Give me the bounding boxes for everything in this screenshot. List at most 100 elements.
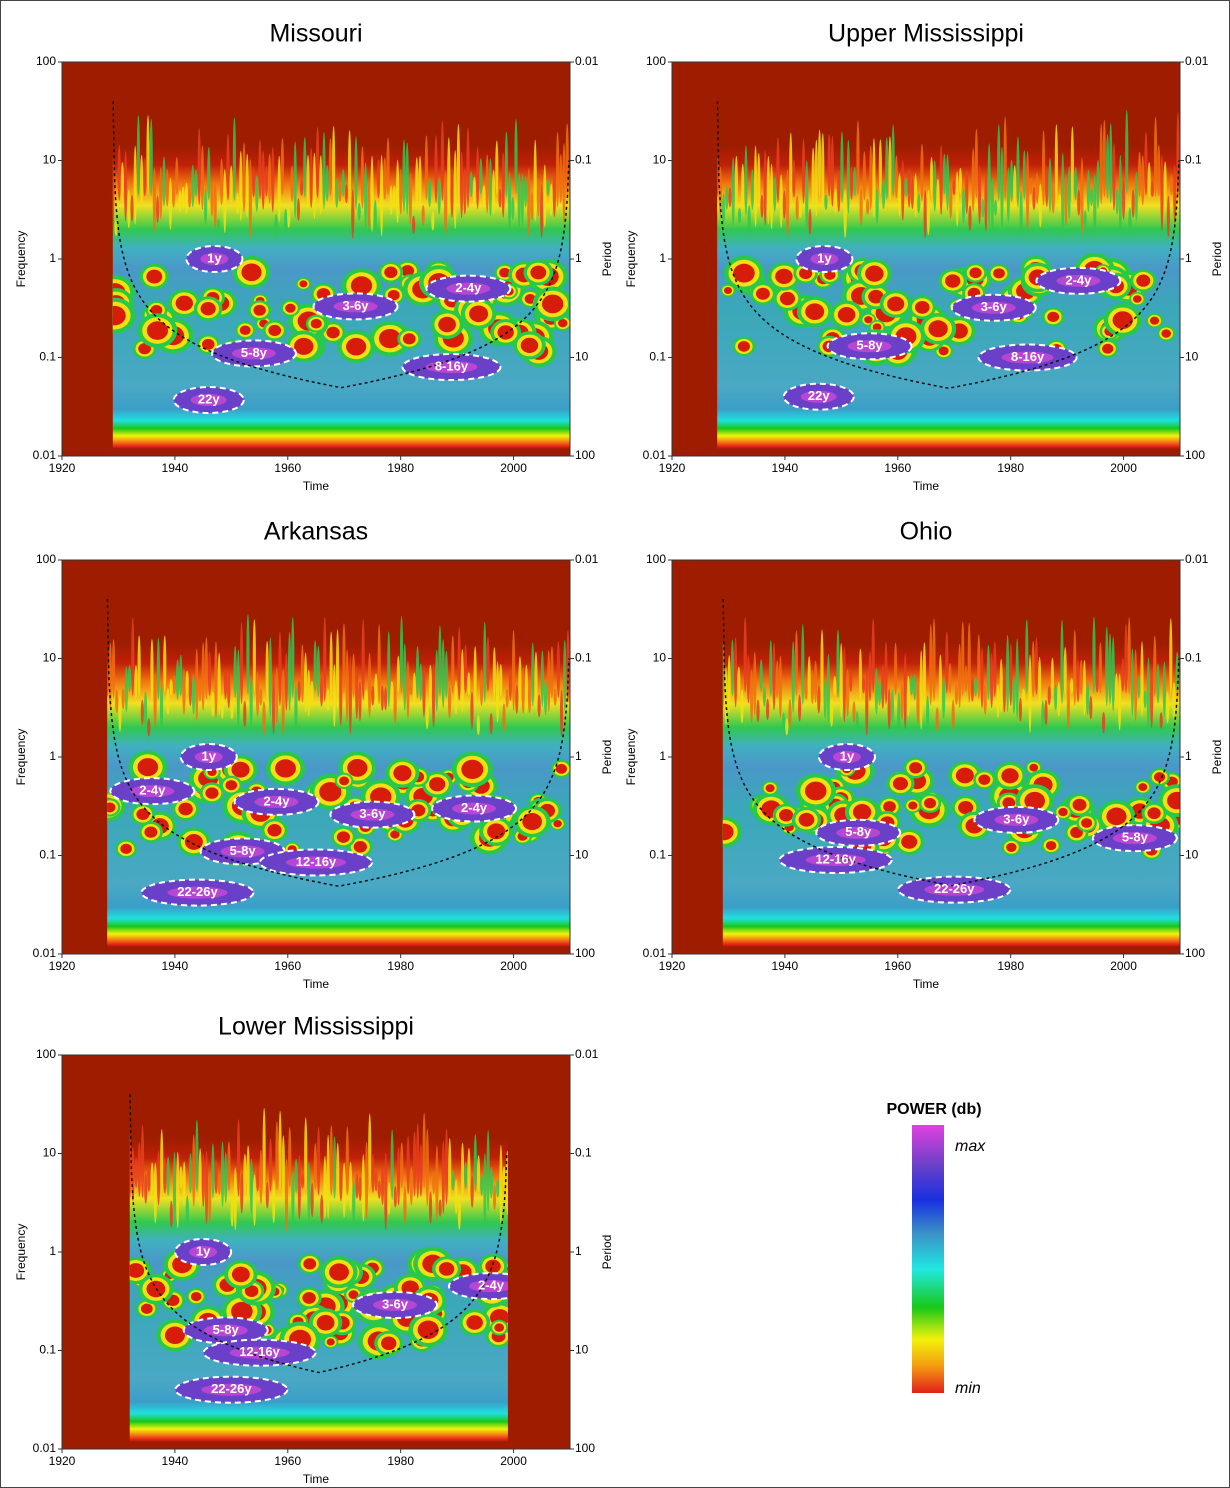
spike <box>1022 688 1026 707</box>
spike <box>265 640 269 699</box>
spike <box>236 1119 241 1197</box>
spike <box>143 691 148 731</box>
spike <box>778 655 783 719</box>
blob <box>938 346 949 356</box>
spike <box>814 660 818 703</box>
spike <box>339 1161 343 1202</box>
blob <box>326 326 340 339</box>
spike <box>348 1161 353 1211</box>
spike <box>393 684 397 725</box>
spike <box>195 648 199 721</box>
spike <box>543 164 547 228</box>
power-core <box>373 1298 418 1311</box>
spike <box>376 159 380 199</box>
spike <box>1131 189 1135 218</box>
spike <box>1140 641 1144 717</box>
blob <box>804 781 827 801</box>
spike <box>1146 657 1150 735</box>
spike <box>184 182 188 214</box>
spike <box>476 146 480 209</box>
spike <box>297 680 301 702</box>
spike <box>361 1154 365 1222</box>
spike <box>232 117 236 201</box>
power-core <box>200 253 229 265</box>
spike <box>483 621 487 703</box>
spike <box>737 207 742 224</box>
power-core <box>189 1246 218 1258</box>
spike <box>843 189 847 239</box>
spike <box>1038 183 1042 228</box>
annotation: 1y <box>840 748 855 763</box>
blob <box>945 274 961 288</box>
spike <box>824 194 828 210</box>
spike <box>243 1153 247 1195</box>
spike <box>865 670 869 736</box>
spike <box>811 147 815 211</box>
blob <box>723 286 732 294</box>
spike <box>766 156 770 225</box>
blob <box>241 263 262 282</box>
spike <box>862 151 866 201</box>
spike <box>949 184 953 219</box>
spike <box>332 1136 337 1199</box>
spike <box>182 668 186 715</box>
spike <box>990 653 994 708</box>
y2-tick-label: 100 <box>1185 448 1205 462</box>
spike <box>1157 144 1161 196</box>
spike <box>489 713 493 735</box>
spike <box>974 677 978 697</box>
y-axis-label: Frequency <box>14 231 28 288</box>
spike <box>437 177 441 215</box>
y2-tick-label: 100 <box>575 946 595 960</box>
spike <box>169 679 173 696</box>
spike <box>351 653 356 698</box>
spike <box>175 156 179 196</box>
annotation: 2-4y <box>263 793 290 808</box>
spike <box>759 659 763 693</box>
blob <box>1154 772 1166 782</box>
spike <box>1169 618 1173 695</box>
spike <box>284 653 288 711</box>
blob <box>202 338 215 350</box>
x-axis-label: Time <box>913 977 940 991</box>
spike <box>795 195 799 221</box>
x-tick-label: 1980 <box>387 959 414 973</box>
blob <box>494 1323 505 1332</box>
spike <box>1093 173 1097 239</box>
spike <box>837 170 841 213</box>
spike <box>134 664 138 698</box>
spike <box>287 632 292 712</box>
spike <box>213 182 217 230</box>
spike <box>885 137 889 200</box>
spike <box>559 153 563 204</box>
spike <box>425 701 429 730</box>
spike <box>1086 681 1090 715</box>
spike <box>489 1166 493 1199</box>
spike <box>191 164 195 208</box>
power-core <box>446 282 491 295</box>
power-core <box>201 1383 262 1396</box>
y2-axis-label: Period <box>600 1235 614 1270</box>
spike <box>958 643 962 709</box>
spike <box>255 671 260 717</box>
spike <box>277 155 281 222</box>
annotation: 8-16y <box>435 358 469 373</box>
spike <box>782 712 786 734</box>
spike <box>1121 657 1125 692</box>
spike <box>165 168 169 207</box>
y2-tick-label: 0.01 <box>1185 54 1209 68</box>
annotation: 22y <box>808 388 830 403</box>
annotation: 12-16y <box>296 854 337 869</box>
spike <box>1124 623 1128 694</box>
x-axis-label: Time <box>303 977 330 991</box>
spike <box>1019 190 1023 236</box>
spike <box>226 133 230 201</box>
spike <box>1134 649 1138 722</box>
power-core <box>836 826 881 839</box>
blob <box>231 1301 253 1321</box>
blob <box>310 318 322 329</box>
spike <box>1099 123 1103 205</box>
spike <box>396 655 400 693</box>
spike <box>195 1119 199 1193</box>
spike <box>451 635 455 694</box>
